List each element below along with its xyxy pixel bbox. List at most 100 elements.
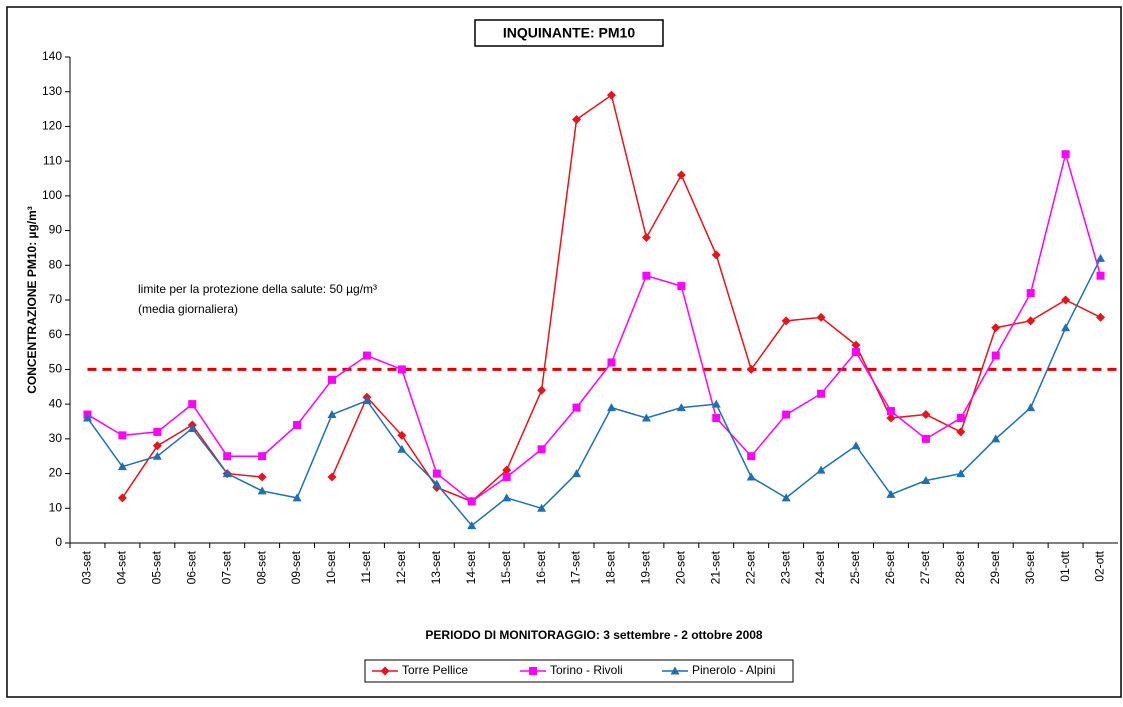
y-tick-label: 100 (42, 188, 62, 202)
y-tick-label: 140 (42, 49, 62, 63)
x-tick-label: 17-set (569, 550, 583, 584)
marker (606, 403, 616, 412)
legend-label: Pinerolo - Alpini (692, 663, 775, 677)
marker (921, 410, 931, 420)
x-tick-label: 10-set (324, 550, 338, 584)
x-tick-label: 02-ott (1093, 550, 1107, 581)
marker (529, 667, 537, 675)
marker (642, 271, 651, 280)
marker (670, 666, 680, 675)
marker (1061, 295, 1071, 305)
marker (380, 666, 390, 676)
marker (746, 472, 756, 481)
marker (816, 312, 826, 322)
marker (572, 469, 582, 478)
marker (153, 427, 162, 436)
marker (956, 427, 966, 437)
marker (641, 413, 651, 422)
marker (921, 476, 931, 485)
marker (362, 351, 371, 360)
marker (187, 423, 197, 432)
x-tick-label: 19-set (639, 550, 653, 584)
y-tick-label: 0 (55, 535, 62, 549)
marker (467, 497, 476, 506)
marker (956, 469, 966, 478)
x-tick-label: 06-set (184, 550, 198, 584)
marker (851, 441, 861, 450)
title-box (474, 19, 664, 47)
marker (502, 493, 512, 502)
y-tick-label: 40 (49, 396, 63, 410)
x-axis-label: PERIODO DI MONITORAGGIO: 3 settembre - 2… (425, 628, 763, 642)
x-tick-label: 14-set (464, 550, 478, 584)
marker (572, 403, 581, 412)
marker (223, 452, 232, 461)
marker (432, 469, 441, 478)
marker (397, 444, 407, 453)
x-tick-label: 09-set (289, 550, 303, 584)
marker (782, 410, 791, 419)
x-tick-label: 04-set (115, 550, 129, 584)
marker (781, 493, 791, 502)
x-tick-label: 30-set (1023, 550, 1037, 584)
x-tick-label: 11-set (359, 550, 373, 583)
x-tick-label: 29-set (988, 550, 1002, 584)
marker (258, 452, 267, 461)
x-tick-label: 20-set (674, 550, 688, 584)
marker (152, 451, 162, 460)
marker (816, 465, 826, 474)
y-tick-label: 130 (42, 84, 62, 98)
x-tick-label: 24-set (813, 550, 827, 584)
legend-label: Torino - Rivoli (550, 663, 623, 677)
marker (222, 469, 232, 478)
marker (747, 452, 756, 461)
marker (781, 316, 791, 326)
marker (1026, 403, 1036, 412)
marker (117, 493, 127, 503)
marker (82, 413, 92, 422)
marker (537, 445, 546, 454)
marker (921, 434, 930, 443)
x-tick-label: 03-set (80, 550, 94, 584)
y-tick-label: 30 (49, 431, 63, 445)
marker (711, 399, 721, 408)
marker (328, 375, 336, 384)
marker (711, 250, 721, 260)
annotation: (media giornaliera) (138, 302, 238, 316)
x-tick-label: 15-set (499, 550, 513, 584)
y-tick-label: 120 (42, 119, 62, 133)
x-tick-label: 05-set (150, 550, 164, 584)
x-tick-label: 21-set (708, 550, 722, 584)
x-tick-label: 23-set (778, 550, 792, 584)
y-tick-label: 90 (49, 223, 63, 237)
marker (1026, 316, 1036, 326)
y-tick-label: 60 (49, 327, 63, 341)
legend-box (364, 659, 794, 683)
marker (991, 323, 1001, 333)
marker (1096, 312, 1106, 322)
marker (188, 400, 197, 409)
marker (257, 486, 267, 495)
x-tick-label: 08-set (254, 550, 268, 584)
marker (641, 233, 651, 243)
marker (712, 414, 721, 423)
x-tick-label: 27-set (918, 550, 932, 584)
annotation: limite per la protezione della salute: 5… (138, 282, 377, 296)
y-tick-label: 10 (49, 500, 63, 514)
marker (292, 493, 302, 502)
series-line (87, 151, 1102, 503)
marker (991, 434, 1001, 443)
marker (817, 389, 826, 398)
marker (606, 90, 616, 100)
x-tick-label: 12-set (394, 550, 408, 584)
marker (746, 364, 756, 374)
marker (676, 403, 686, 412)
x-tick-label: 25-set (848, 550, 862, 584)
y-tick-label: 20 (49, 466, 63, 480)
marker (502, 465, 512, 475)
marker (257, 472, 267, 482)
y-axis-label: CONCENTRAZIONE PM10: µg/m³ (25, 206, 39, 394)
marker (467, 521, 477, 530)
marker (572, 114, 582, 124)
